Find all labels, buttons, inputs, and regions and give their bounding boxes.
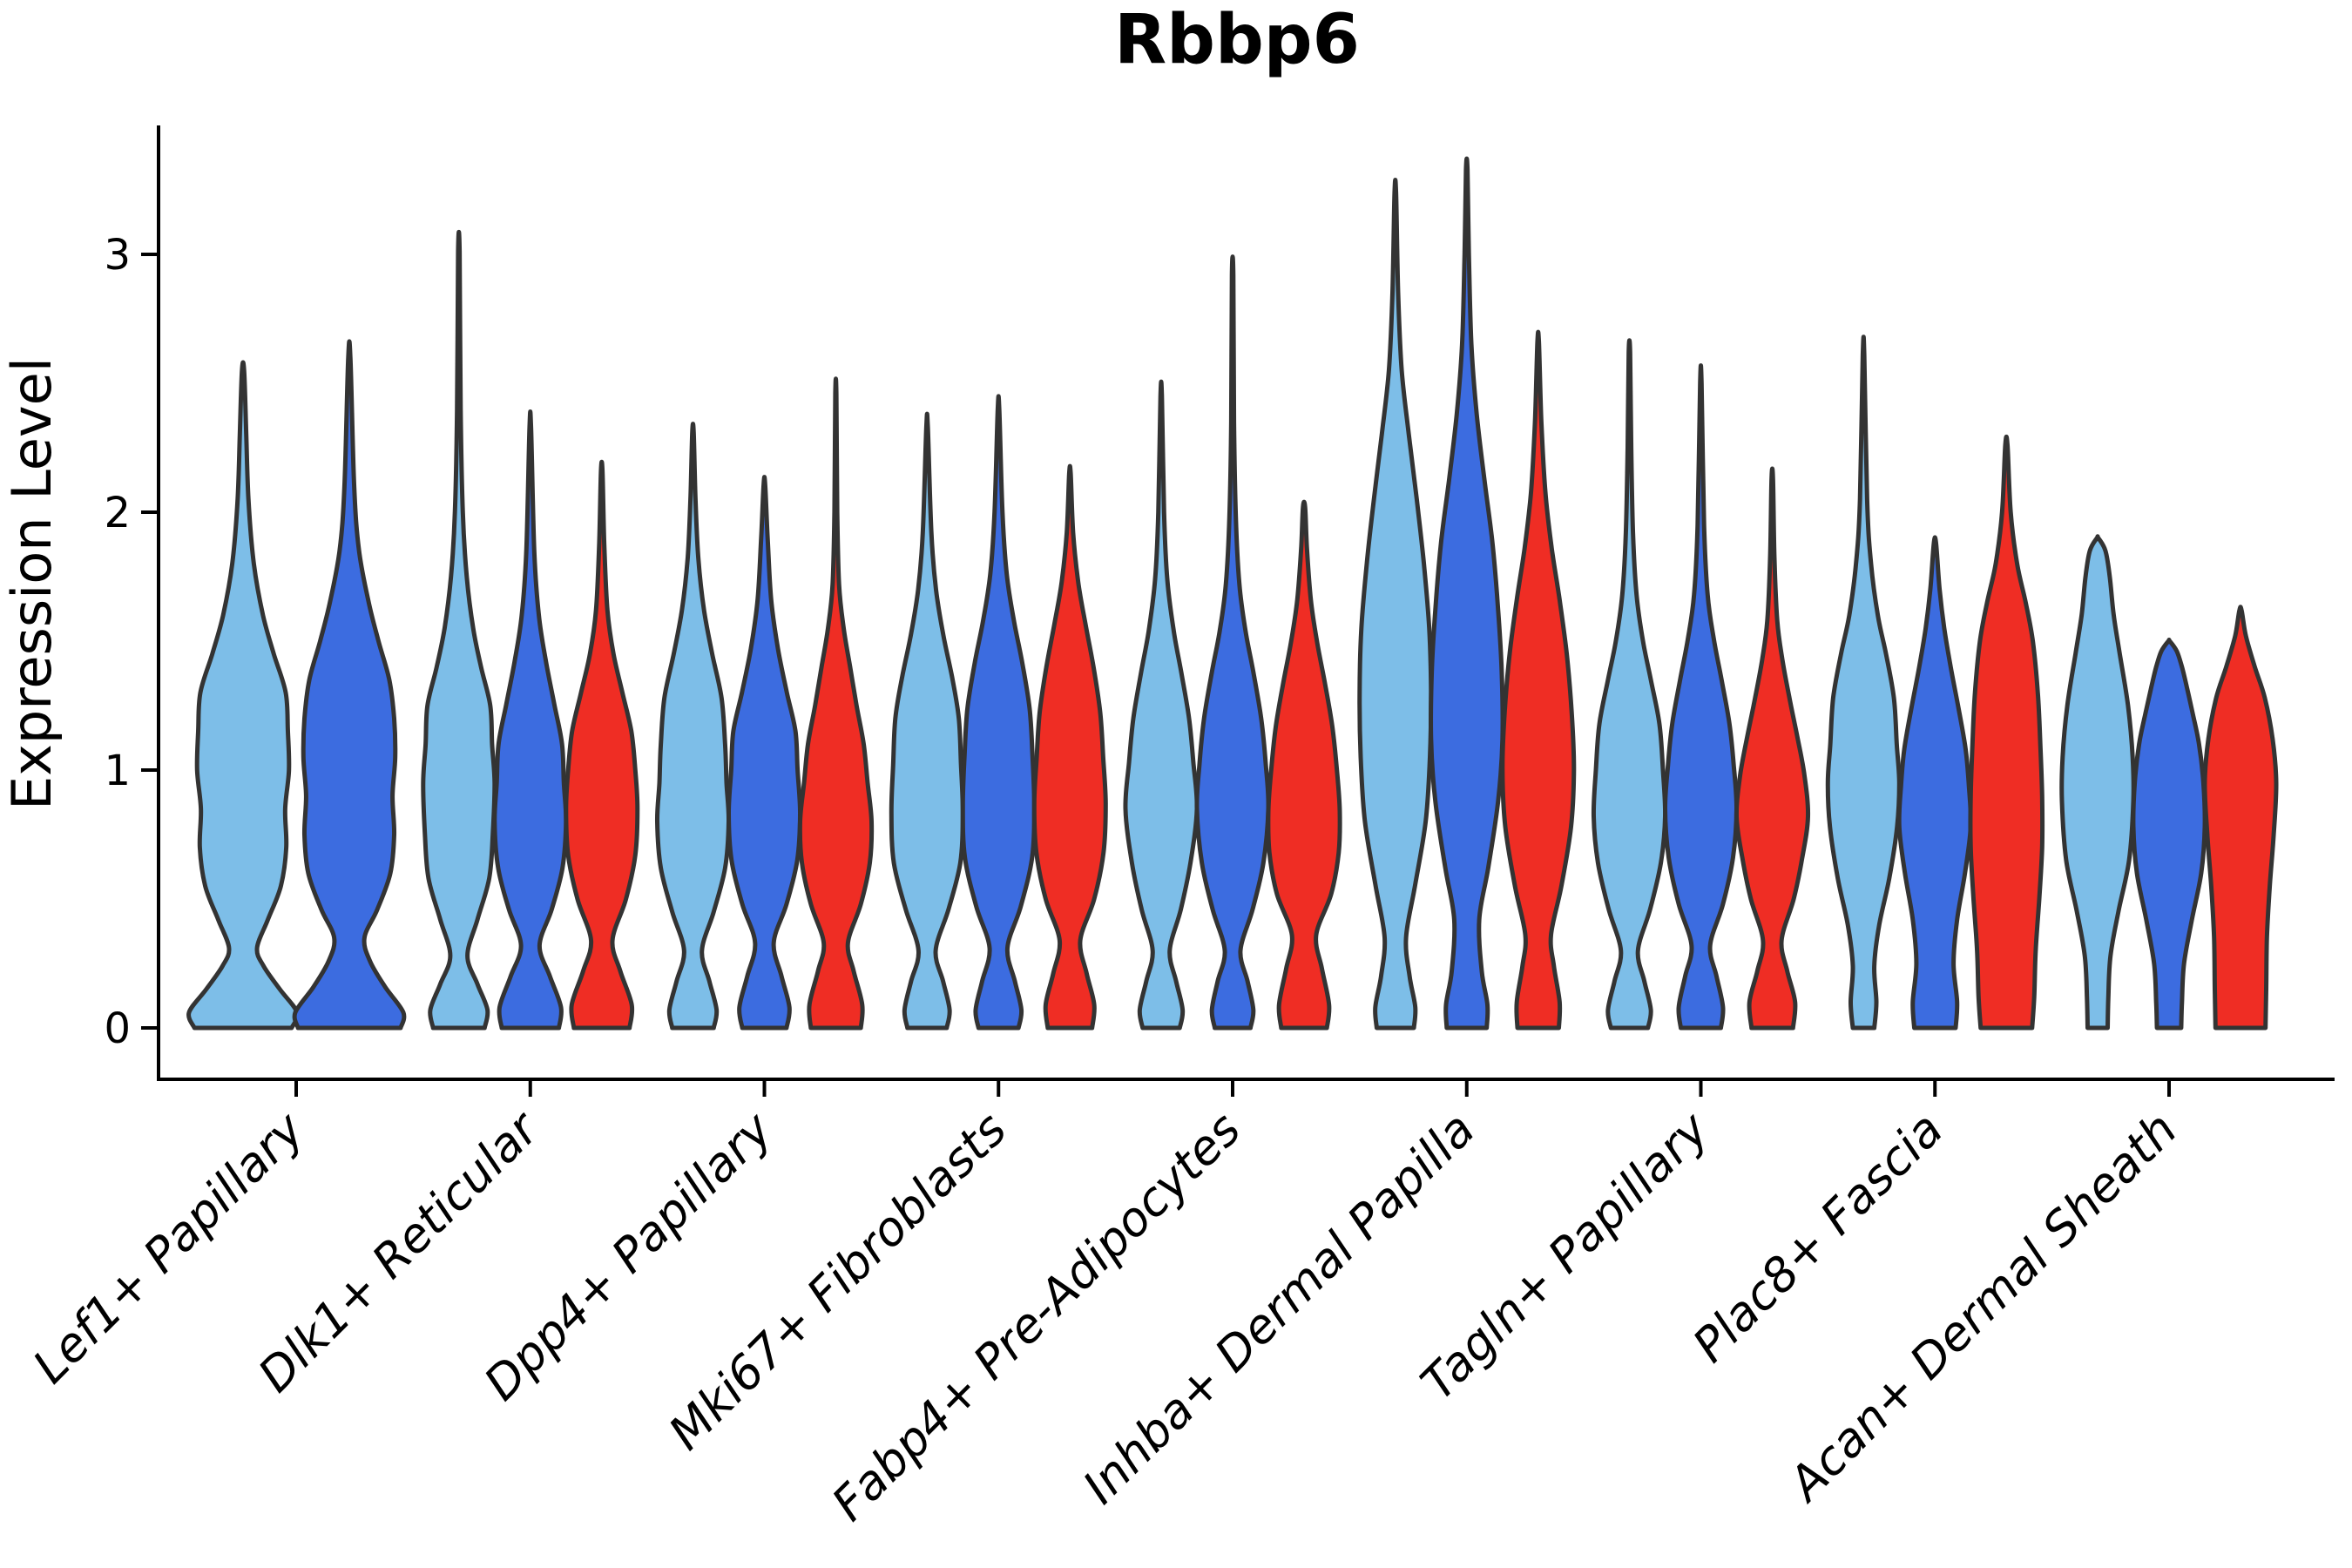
violin-acan-dermal-sheath-dark_blue — [2131, 638, 2207, 1031]
violin-mki67-fibroblasts-light_blue — [889, 411, 965, 1031]
violin-tagln-papillary-dark_blue — [1662, 363, 1740, 1031]
violin-dpp4-papillary-dark_blue — [726, 475, 803, 1031]
y-tick-label: 2 — [104, 489, 131, 537]
violin-dlk1-reticular-light_blue — [421, 229, 497, 1031]
violin-inhba-dermal-papilla-red — [1500, 329, 1577, 1031]
y-axis-label: Expression Level — [0, 357, 64, 810]
x-tick-label: Acan+ Dermal Sheath — [1776, 1102, 2187, 1513]
x-tick-label: Plac8+ Fascia — [1682, 1102, 1953, 1373]
violins-layer — [186, 156, 2279, 1031]
violin-plac8-fascia-dark_blue — [1896, 535, 1973, 1031]
violin-mki67-fibroblasts-dark_blue — [960, 394, 1037, 1031]
violin-dpp4-papillary-light_blue — [654, 422, 732, 1031]
violin-acan-dermal-sheath-red — [2202, 605, 2279, 1031]
y-tick-label: 1 — [104, 747, 131, 795]
violin-inhba-dermal-papilla-dark_blue — [1429, 156, 1505, 1031]
violin-tagln-papillary-red — [1734, 466, 1811, 1031]
violin-dlk1-reticular-dark_blue — [492, 409, 569, 1031]
violin-lef1-papillary-dark_blue — [292, 339, 407, 1031]
violin-tagln-papillary-light_blue — [1591, 338, 1668, 1031]
violin-plac8-fascia-red — [1968, 434, 2045, 1031]
y-tick-label: 0 — [104, 1004, 131, 1053]
violin-fabp4-pre-adipocytes-dark_blue — [1194, 254, 1271, 1031]
violin-inhba-dermal-papilla-light_blue — [1357, 178, 1434, 1031]
violin-lef1-papillary-light_blue — [186, 360, 300, 1031]
violin-acan-dermal-sheath-light_blue — [2059, 534, 2136, 1031]
axis-spines — [157, 125, 2335, 1081]
violin-fabp4-pre-adipocytes-light_blue — [1123, 379, 1200, 1031]
violin-dlk1-reticular-red — [564, 459, 640, 1031]
violin-plac8-fascia-light_blue — [1825, 335, 1902, 1031]
violin-dpp4-papillary-red — [797, 376, 875, 1031]
y-tick-label: 3 — [104, 231, 131, 280]
x-tick-label: Fabp4+ Pre-Adipocytes — [821, 1102, 1251, 1531]
violin-fabp4-pre-adipocytes-red — [1266, 499, 1342, 1031]
x-tick-label: Inhba+ Dermal Papilla — [1072, 1102, 1485, 1515]
violin-mki67-fibroblasts-red — [1031, 463, 1108, 1031]
chart-title: Rbbp6 — [1114, 1, 1360, 79]
